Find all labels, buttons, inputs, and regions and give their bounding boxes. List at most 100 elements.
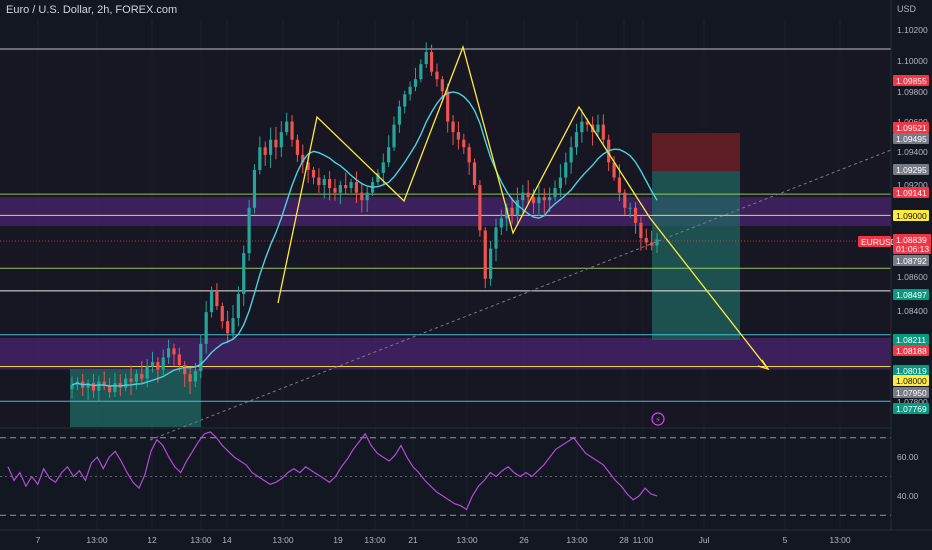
candle-body: [204, 312, 208, 344]
time-tick-label: Jul: [699, 535, 710, 545]
price-tag-label: 1.09141: [896, 188, 927, 198]
candle-body: [478, 185, 482, 231]
candle-body: [188, 374, 192, 382]
candle-body: [617, 177, 622, 193]
candle-body: [140, 374, 144, 379]
candle-body: [311, 169, 316, 178]
candle-body: [274, 139, 278, 148]
candle-body: [242, 253, 246, 294]
candle-body: [306, 162, 310, 170]
candle-body: [424, 52, 428, 65]
candle-body: [209, 290, 214, 313]
candle-body: [145, 366, 149, 379]
time-tick-label: 26: [519, 535, 529, 545]
price-tag: [893, 187, 929, 198]
candle-body: [252, 169, 257, 208]
candle-body: [612, 162, 616, 178]
current-price-tag: [893, 234, 931, 254]
candle-body: [580, 121, 584, 133]
candle-body: [515, 200, 520, 216]
candle-body: [199, 343, 203, 372]
candle-body: [215, 290, 219, 307]
time-tick-label: 19: [333, 535, 343, 545]
candle-body: [446, 91, 450, 122]
axis-currency[interactable]: USD: [897, 4, 917, 14]
candle-body: [537, 197, 541, 204]
rsi-tick-label: 60.00: [897, 452, 919, 462]
price-tag-label: 1.08211: [896, 335, 926, 345]
candle-body: [419, 64, 423, 80]
candle-body: [258, 147, 262, 170]
candle-body: [435, 71, 439, 80]
price-tag-label: 1.09000: [896, 211, 927, 221]
candle-body: [263, 147, 267, 155]
candle-body: [574, 132, 579, 148]
candle-body: [655, 239, 659, 246]
price-tag-label: 1.07950: [896, 388, 927, 398]
price-tick-label: 1.09400: [897, 147, 928, 157]
candle-body: [521, 192, 525, 201]
price-tag: [893, 403, 929, 414]
candle-body: [462, 139, 466, 148]
price-tag: [893, 365, 929, 376]
price-tag: [893, 255, 929, 266]
price-tag-label: 1.08000: [896, 376, 927, 386]
candle-body: [397, 106, 401, 125]
target-zone: [652, 171, 740, 340]
time-tick-label: 5: [783, 535, 788, 545]
time-tick-label: 12: [147, 535, 157, 545]
candle-body: [338, 185, 342, 193]
price-tag-label: 1.08019: [896, 366, 927, 376]
trend-line: [149, 149, 892, 441]
candle-body: [429, 52, 434, 72]
purple-zone: [0, 197, 891, 226]
candle-body: [156, 361, 160, 370]
symbol-tag-label: EURUSD: [861, 237, 897, 247]
candle-body: [97, 381, 101, 391]
candle-body: [91, 383, 96, 391]
candle-body: [134, 374, 139, 382]
price-tag: [893, 75, 929, 86]
candle-body: [365, 192, 369, 201]
candle-body: [628, 207, 632, 209]
candle-body: [107, 386, 112, 393]
candle-body: [70, 384, 74, 390]
candle-body: [172, 348, 176, 355]
chart-title: Euro / U.S. Dollar, 2h, FOREX.com: [6, 4, 178, 16]
candle-body: [236, 293, 240, 319]
price-tag: [893, 133, 929, 144]
candle-body: [220, 306, 224, 322]
candle-body: [344, 185, 348, 189]
price-tag: [893, 289, 929, 300]
candle-body: [531, 197, 536, 204]
pattern-line: [277, 44, 769, 370]
candle-body: [526, 192, 530, 198]
candle-body: [451, 121, 455, 133]
price-tag-label: 1.08792: [896, 256, 927, 266]
countdown-label: 01:06:13: [896, 244, 929, 254]
price-tick-label: 1.10000: [897, 56, 928, 66]
candle-body: [596, 124, 600, 133]
stop-zone: [652, 133, 740, 171]
candle-body: [295, 139, 300, 155]
candle-body: [472, 162, 477, 186]
candle-body: [150, 361, 155, 367]
rsi-tick-label: 40.00: [897, 491, 919, 501]
price-tick-label: 1.09800: [897, 87, 928, 97]
candle-body: [317, 177, 321, 186]
candle-body: [601, 124, 605, 140]
time-tick-label: 13:00: [86, 535, 108, 545]
candle-body: [193, 371, 198, 382]
price-tag-label: 1.09295: [896, 165, 927, 175]
arrow-head: [757, 359, 770, 371]
candle-body: [483, 230, 487, 279]
candle-body: [113, 383, 117, 393]
candle-body: [623, 192, 627, 208]
candle-body: [542, 197, 546, 201]
candle-body: [354, 182, 359, 193]
candle-body: [392, 124, 396, 148]
candle-body: [360, 192, 364, 201]
candle-body: [167, 348, 171, 358]
candle-body: [510, 207, 514, 216]
